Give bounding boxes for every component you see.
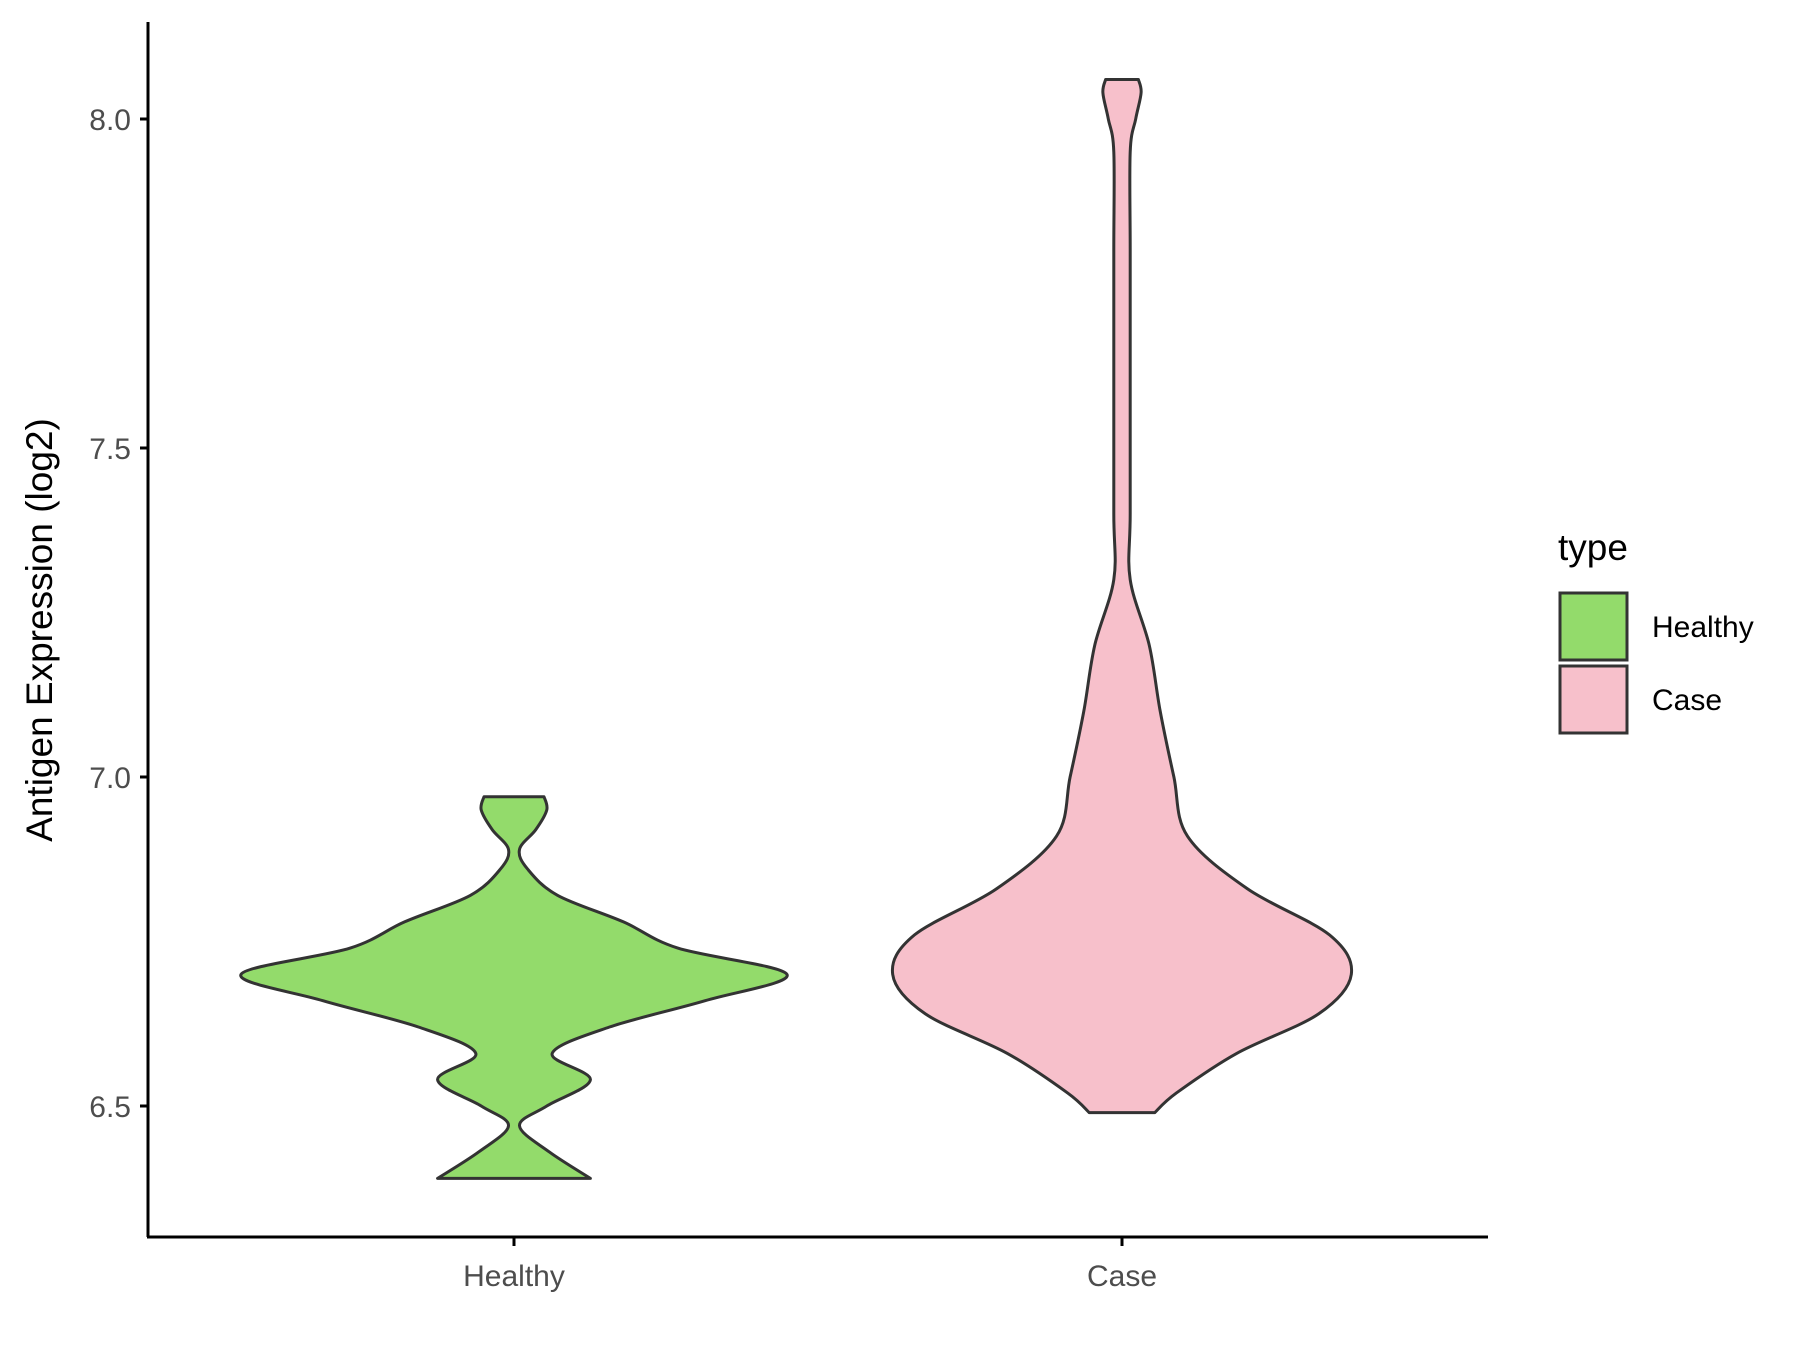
y-axis-ticks: 6.5 7.0 7.5 8.0: [89, 104, 148, 1124]
y-tick-label: 7.0: [89, 762, 131, 795]
legend-label: Healthy: [1652, 611, 1754, 644]
violin-case: [890, 78, 1354, 1115]
legend-label: Case: [1652, 684, 1722, 717]
violins-layer: [239, 78, 1354, 1180]
x-axis-ticks: Healthy Case: [463, 1237, 1157, 1293]
legend-key-healthy: [1558, 591, 1629, 662]
y-tick-label: 8.0: [89, 104, 131, 137]
legend-key-case: [1558, 664, 1629, 735]
y-axis-title: Antigen Expression (log2): [19, 418, 60, 842]
y-tick-label: 6.5: [89, 1091, 131, 1124]
x-tick-label: Case: [1087, 1260, 1157, 1293]
violin-healthy: [239, 795, 789, 1180]
legend: type Healthy Case: [1558, 527, 1754, 735]
x-tick-label: Healthy: [463, 1260, 565, 1293]
y-tick-label: 7.5: [89, 433, 131, 466]
legend-title: type: [1558, 527, 1628, 568]
